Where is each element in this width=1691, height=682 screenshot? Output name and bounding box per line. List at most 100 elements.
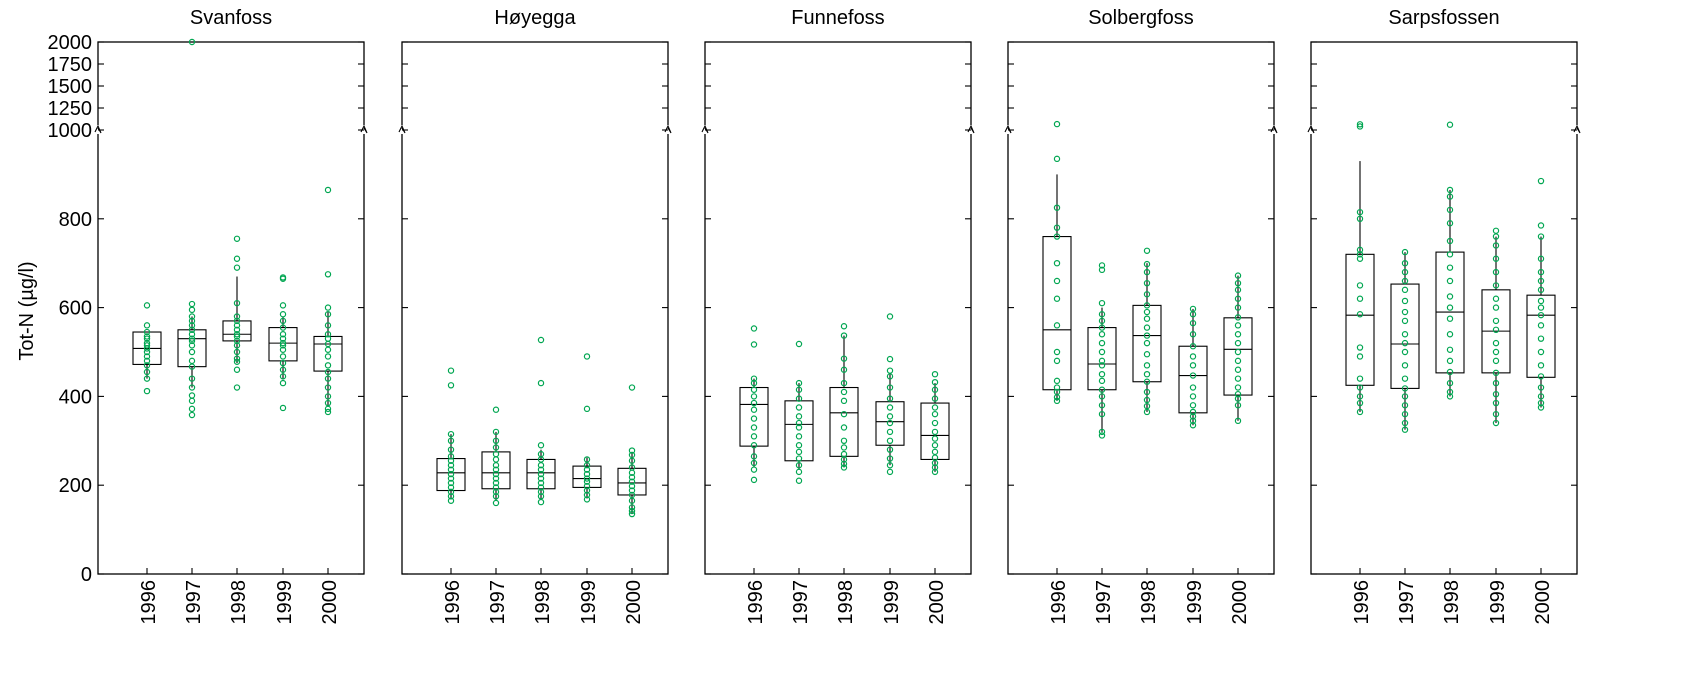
data-point — [1492, 419, 1500, 427]
data-point — [1492, 282, 1500, 289]
data-point — [1492, 357, 1500, 365]
data-point — [1537, 177, 1545, 185]
data-point — [886, 428, 894, 436]
data-point — [324, 186, 332, 194]
data-point — [1143, 351, 1151, 358]
data-point — [1401, 348, 1409, 356]
data-point — [1446, 220, 1454, 227]
data-point — [279, 379, 287, 387]
data-point — [1446, 346, 1454, 353]
box-1996: 1996 — [739, 325, 769, 625]
axis-break-mark — [664, 124, 672, 134]
y-tick-label: 1000 — [48, 120, 93, 142]
data-point — [1189, 362, 1197, 369]
data-point — [628, 478, 636, 485]
data-point — [1492, 242, 1500, 249]
data-point — [1356, 295, 1364, 302]
data-point — [233, 313, 241, 320]
data-point — [1537, 286, 1545, 294]
iqr-box — [1390, 283, 1420, 389]
data-point — [1234, 339, 1242, 347]
data-point — [1446, 368, 1454, 376]
box-1997: 1997 — [1390, 248, 1420, 625]
data-point — [1053, 295, 1061, 302]
data-point — [1053, 260, 1061, 267]
data-point — [537, 379, 545, 387]
iqr-box — [1042, 236, 1072, 391]
data-point — [1401, 402, 1409, 409]
y-axis-label: Tot-N (µg/l) — [16, 261, 38, 360]
data-point — [492, 488, 500, 496]
data-point — [1492, 369, 1500, 377]
data-point — [188, 342, 196, 349]
y-tick-label: 2000 — [48, 32, 93, 54]
data-point — [931, 404, 939, 411]
data-point — [233, 348, 241, 356]
data-point — [188, 313, 196, 320]
data-point — [324, 335, 332, 342]
x-tick-label: 1997 — [1396, 580, 1418, 625]
data-point — [188, 411, 196, 419]
data-point — [279, 311, 287, 318]
data-point — [1098, 324, 1106, 331]
panel-title: Svanfoss — [190, 7, 272, 29]
data-point — [795, 419, 803, 427]
data-point — [1053, 322, 1061, 329]
panel-title: Solbergfoss — [1088, 7, 1194, 29]
data-point — [279, 366, 287, 373]
data-point — [324, 368, 332, 376]
data-point — [447, 367, 455, 374]
data-point — [1446, 264, 1454, 271]
data-point — [583, 487, 591, 494]
data-point — [1446, 331, 1454, 338]
data-point — [750, 325, 758, 332]
data-point — [1356, 311, 1364, 318]
data-point — [447, 488, 455, 496]
data-point — [1356, 344, 1364, 351]
data-point — [1356, 408, 1364, 416]
data-point — [1356, 208, 1364, 216]
data-point — [233, 235, 241, 242]
data-point — [1401, 362, 1409, 369]
data-point — [795, 379, 803, 387]
data-point — [1446, 193, 1454, 200]
data-point — [840, 460, 848, 468]
x-tick-label: 2000 — [319, 580, 341, 625]
data-point — [447, 470, 455, 478]
data-point — [324, 346, 332, 353]
data-point — [795, 442, 803, 449]
data-point — [795, 386, 803, 393]
data-point — [840, 464, 848, 471]
data-point — [324, 399, 332, 407]
data-point — [324, 393, 332, 400]
data-point — [1492, 295, 1500, 302]
data-point — [1098, 339, 1106, 347]
iqr-box — [1526, 294, 1556, 378]
data-point — [795, 448, 803, 456]
data-point — [492, 479, 500, 487]
data-point — [1234, 395, 1242, 402]
data-point — [1098, 371, 1106, 378]
data-point — [886, 404, 894, 411]
data-point — [279, 317, 287, 325]
data-point — [840, 444, 848, 451]
panel-0: Svanfoss02004006008001000125015001750200… — [48, 7, 368, 625]
data-point — [750, 393, 758, 400]
data-point — [1537, 362, 1545, 369]
data-point — [886, 468, 894, 476]
data-point — [279, 331, 287, 338]
data-point — [1098, 393, 1106, 400]
box-2000: 2000 — [617, 384, 647, 625]
data-point — [840, 366, 848, 373]
data-point — [886, 413, 894, 420]
data-point — [1189, 319, 1197, 327]
data-point — [279, 335, 287, 342]
iqr-box — [1178, 345, 1208, 414]
data-point — [1234, 295, 1242, 302]
data-point — [1143, 302, 1151, 309]
data-point — [750, 406, 758, 413]
panel-frame — [704, 41, 972, 575]
data-point — [1234, 384, 1242, 391]
data-point — [1401, 248, 1409, 256]
data-point — [1401, 277, 1409, 285]
